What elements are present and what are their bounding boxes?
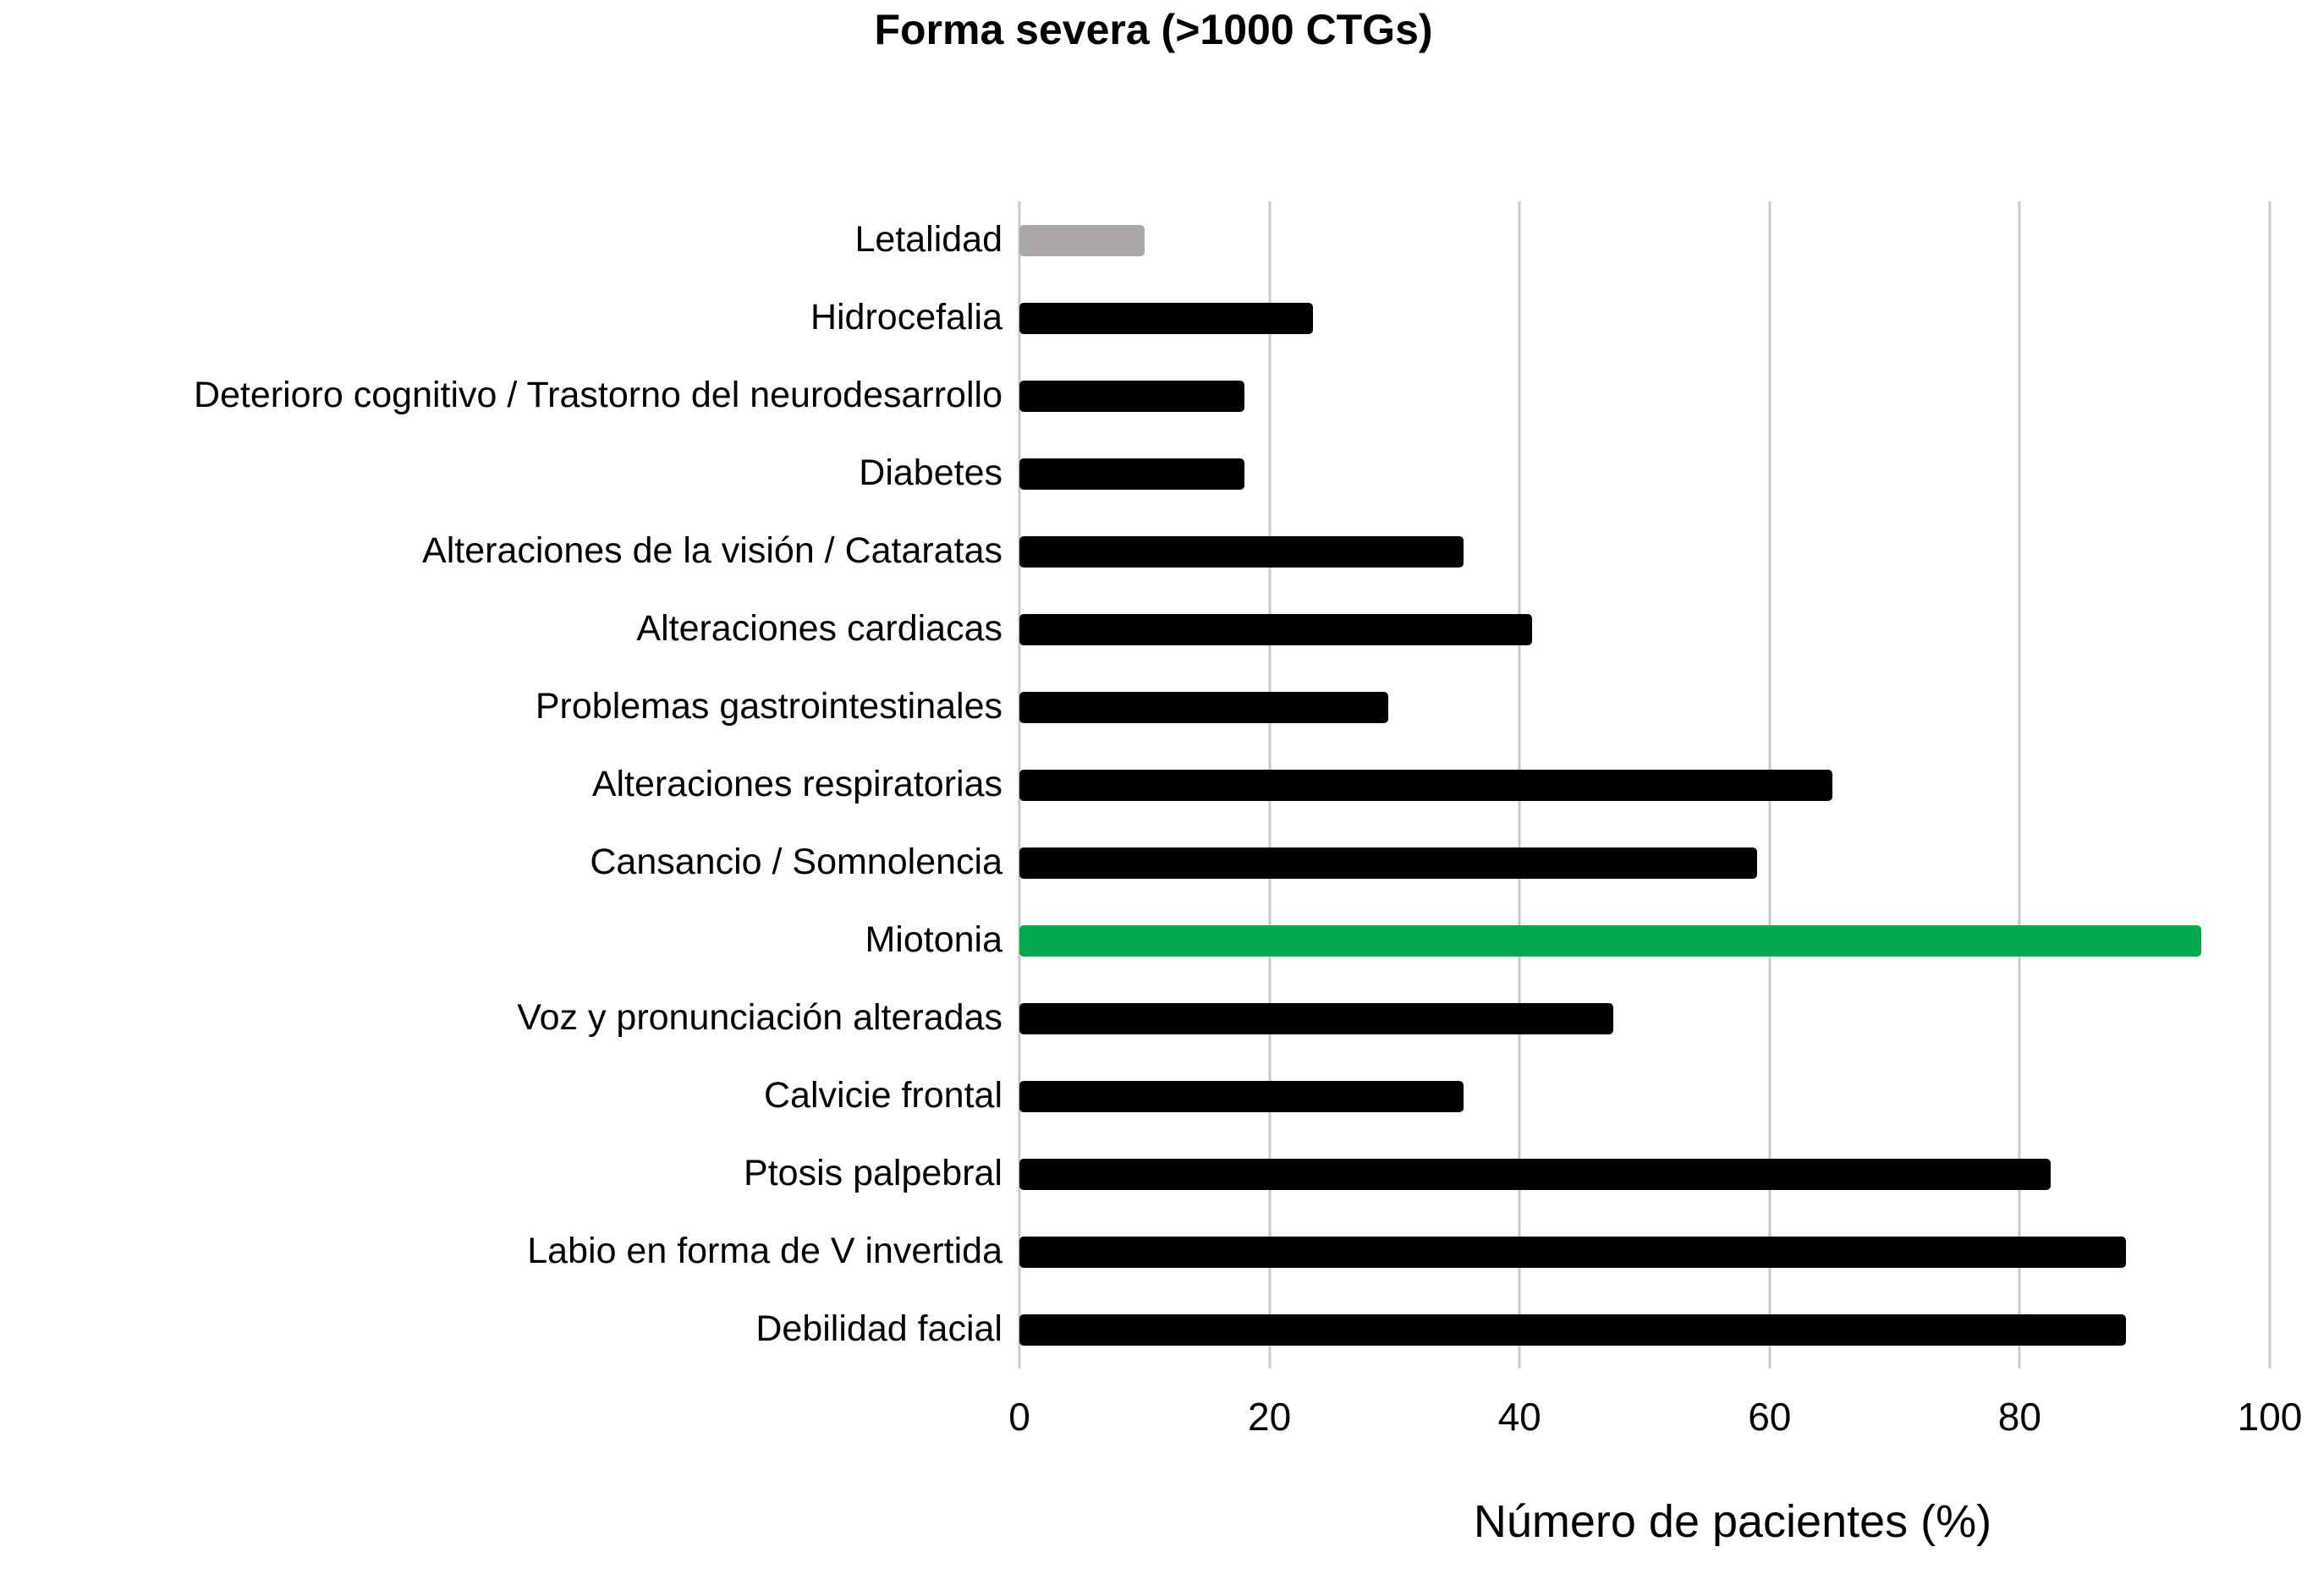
category-label: Alteraciones cardiacas [636, 608, 1002, 650]
x-axis-title: Número de pacientes (%) [1473, 1496, 1992, 1547]
x-tick-label: 80 [1997, 1395, 2041, 1439]
category-row: Ptosis palpebral [0, 1135, 1002, 1213]
category-row: Alteraciones respiratorias [0, 746, 1002, 824]
gridline [2268, 201, 2271, 1368]
bar-row [1019, 513, 2270, 590]
category-label: Ptosis palpebral [744, 1153, 1002, 1194]
bar-deterioro-cognitivo-trastorno-del-neurodesarrollo [1019, 380, 1245, 412]
bar-miotonia [1019, 924, 2201, 957]
chart-title: Forma severa (>1000 CTGs) [874, 6, 1433, 53]
bar-diabetes [1019, 458, 1245, 490]
category-label: Labio en forma de V invertida [527, 1231, 1002, 1272]
category-row: Alteraciones de la visión / Cataratas [0, 513, 1002, 590]
category-label: Cansancio / Somnolencia [590, 842, 1002, 883]
bar-row [1019, 1291, 2270, 1368]
category-row: Hidrocefalia [0, 279, 1002, 357]
bar-row [1019, 668, 2270, 746]
category-row: Cansancio / Somnolencia [0, 824, 1002, 902]
x-tick-label: 40 [1497, 1395, 1541, 1439]
bar-alteraciones-cardiacas [1019, 613, 1532, 645]
bar-alteraciones-respiratorias [1019, 769, 1832, 801]
bar-row [1019, 590, 2270, 668]
x-tick-label: 0 [1008, 1395, 1030, 1439]
gridline [2018, 201, 2021, 1368]
bar-problemas-gastrointestinales [1019, 691, 1388, 723]
bars-layer [1019, 201, 2270, 1368]
category-label: Alteraciones respiratorias [591, 764, 1002, 805]
category-label: Diabetes [859, 452, 1002, 494]
category-label: Calvicie frontal [764, 1075, 1002, 1116]
x-tick-label: 60 [1748, 1395, 1792, 1439]
category-row: Diabetes [0, 435, 1002, 513]
bar-row [1019, 279, 2270, 357]
bar-row [1019, 1213, 2270, 1291]
category-label: Debilidad facial [755, 1308, 1002, 1350]
category-row: Voz y pronunciación alteradas [0, 979, 1002, 1057]
category-row: Alteraciones cardiacas [0, 590, 1002, 668]
bar-row [1019, 902, 2270, 979]
category-row: Miotonia [0, 902, 1002, 979]
category-row: Labio en forma de V invertida [0, 1213, 1002, 1291]
bar-row [1019, 979, 2270, 1057]
category-label: Deterioro cognitivo / Trastorno del neur… [193, 375, 1002, 416]
bar-row [1019, 1057, 2270, 1135]
bar-debilidad-facial [1019, 1314, 2127, 1346]
bar-calvicie-frontal [1019, 1080, 1464, 1112]
bar-hidrocefalia [1019, 302, 1314, 334]
category-row: Problemas gastrointestinales [0, 668, 1002, 746]
category-label: Voz y pronunciación alteradas [517, 997, 1002, 1039]
category-label: Hidrocefalia [810, 297, 1002, 338]
category-row: Debilidad facial [0, 1291, 1002, 1368]
category-row: Calvicie frontal [0, 1057, 1002, 1135]
bar-cansancio-somnolencia [1019, 847, 1758, 879]
bar-row [1019, 1135, 2270, 1213]
bar-ptosis-palpebral [1019, 1158, 2052, 1190]
category-label: Alteraciones de la visión / Cataratas [422, 530, 1002, 572]
category-row: Deterioro cognitivo / Trastorno del neur… [0, 357, 1002, 435]
plot-area [1018, 201, 2271, 1368]
x-tick-label: 20 [1248, 1395, 1292, 1439]
category-row: Letalidad [0, 201, 1002, 279]
category-label: Miotonia [865, 919, 1002, 961]
bar-row [1019, 824, 2270, 902]
category-label: Letalidad [854, 219, 1002, 261]
bar-row [1019, 201, 2270, 279]
bar-voz-y-pronunciaci-n-alteradas [1019, 1002, 1614, 1034]
y-axis-category-labels: Letalidad Hidrocefalia Deterioro cognitivo… [0, 201, 1002, 1368]
bar-alteraciones-de-la-visi-n-cataratas [1019, 535, 1464, 568]
bar-row [1019, 746, 2270, 824]
x-tick-label: 100 [2237, 1395, 2303, 1439]
bar-row [1019, 357, 2270, 435]
bar-letalidad [1019, 224, 1145, 256]
bar-row [1019, 435, 2270, 513]
bar-labio-en-forma-de-v-invertida [1019, 1236, 2127, 1268]
category-label: Problemas gastrointestinales [535, 686, 1002, 727]
